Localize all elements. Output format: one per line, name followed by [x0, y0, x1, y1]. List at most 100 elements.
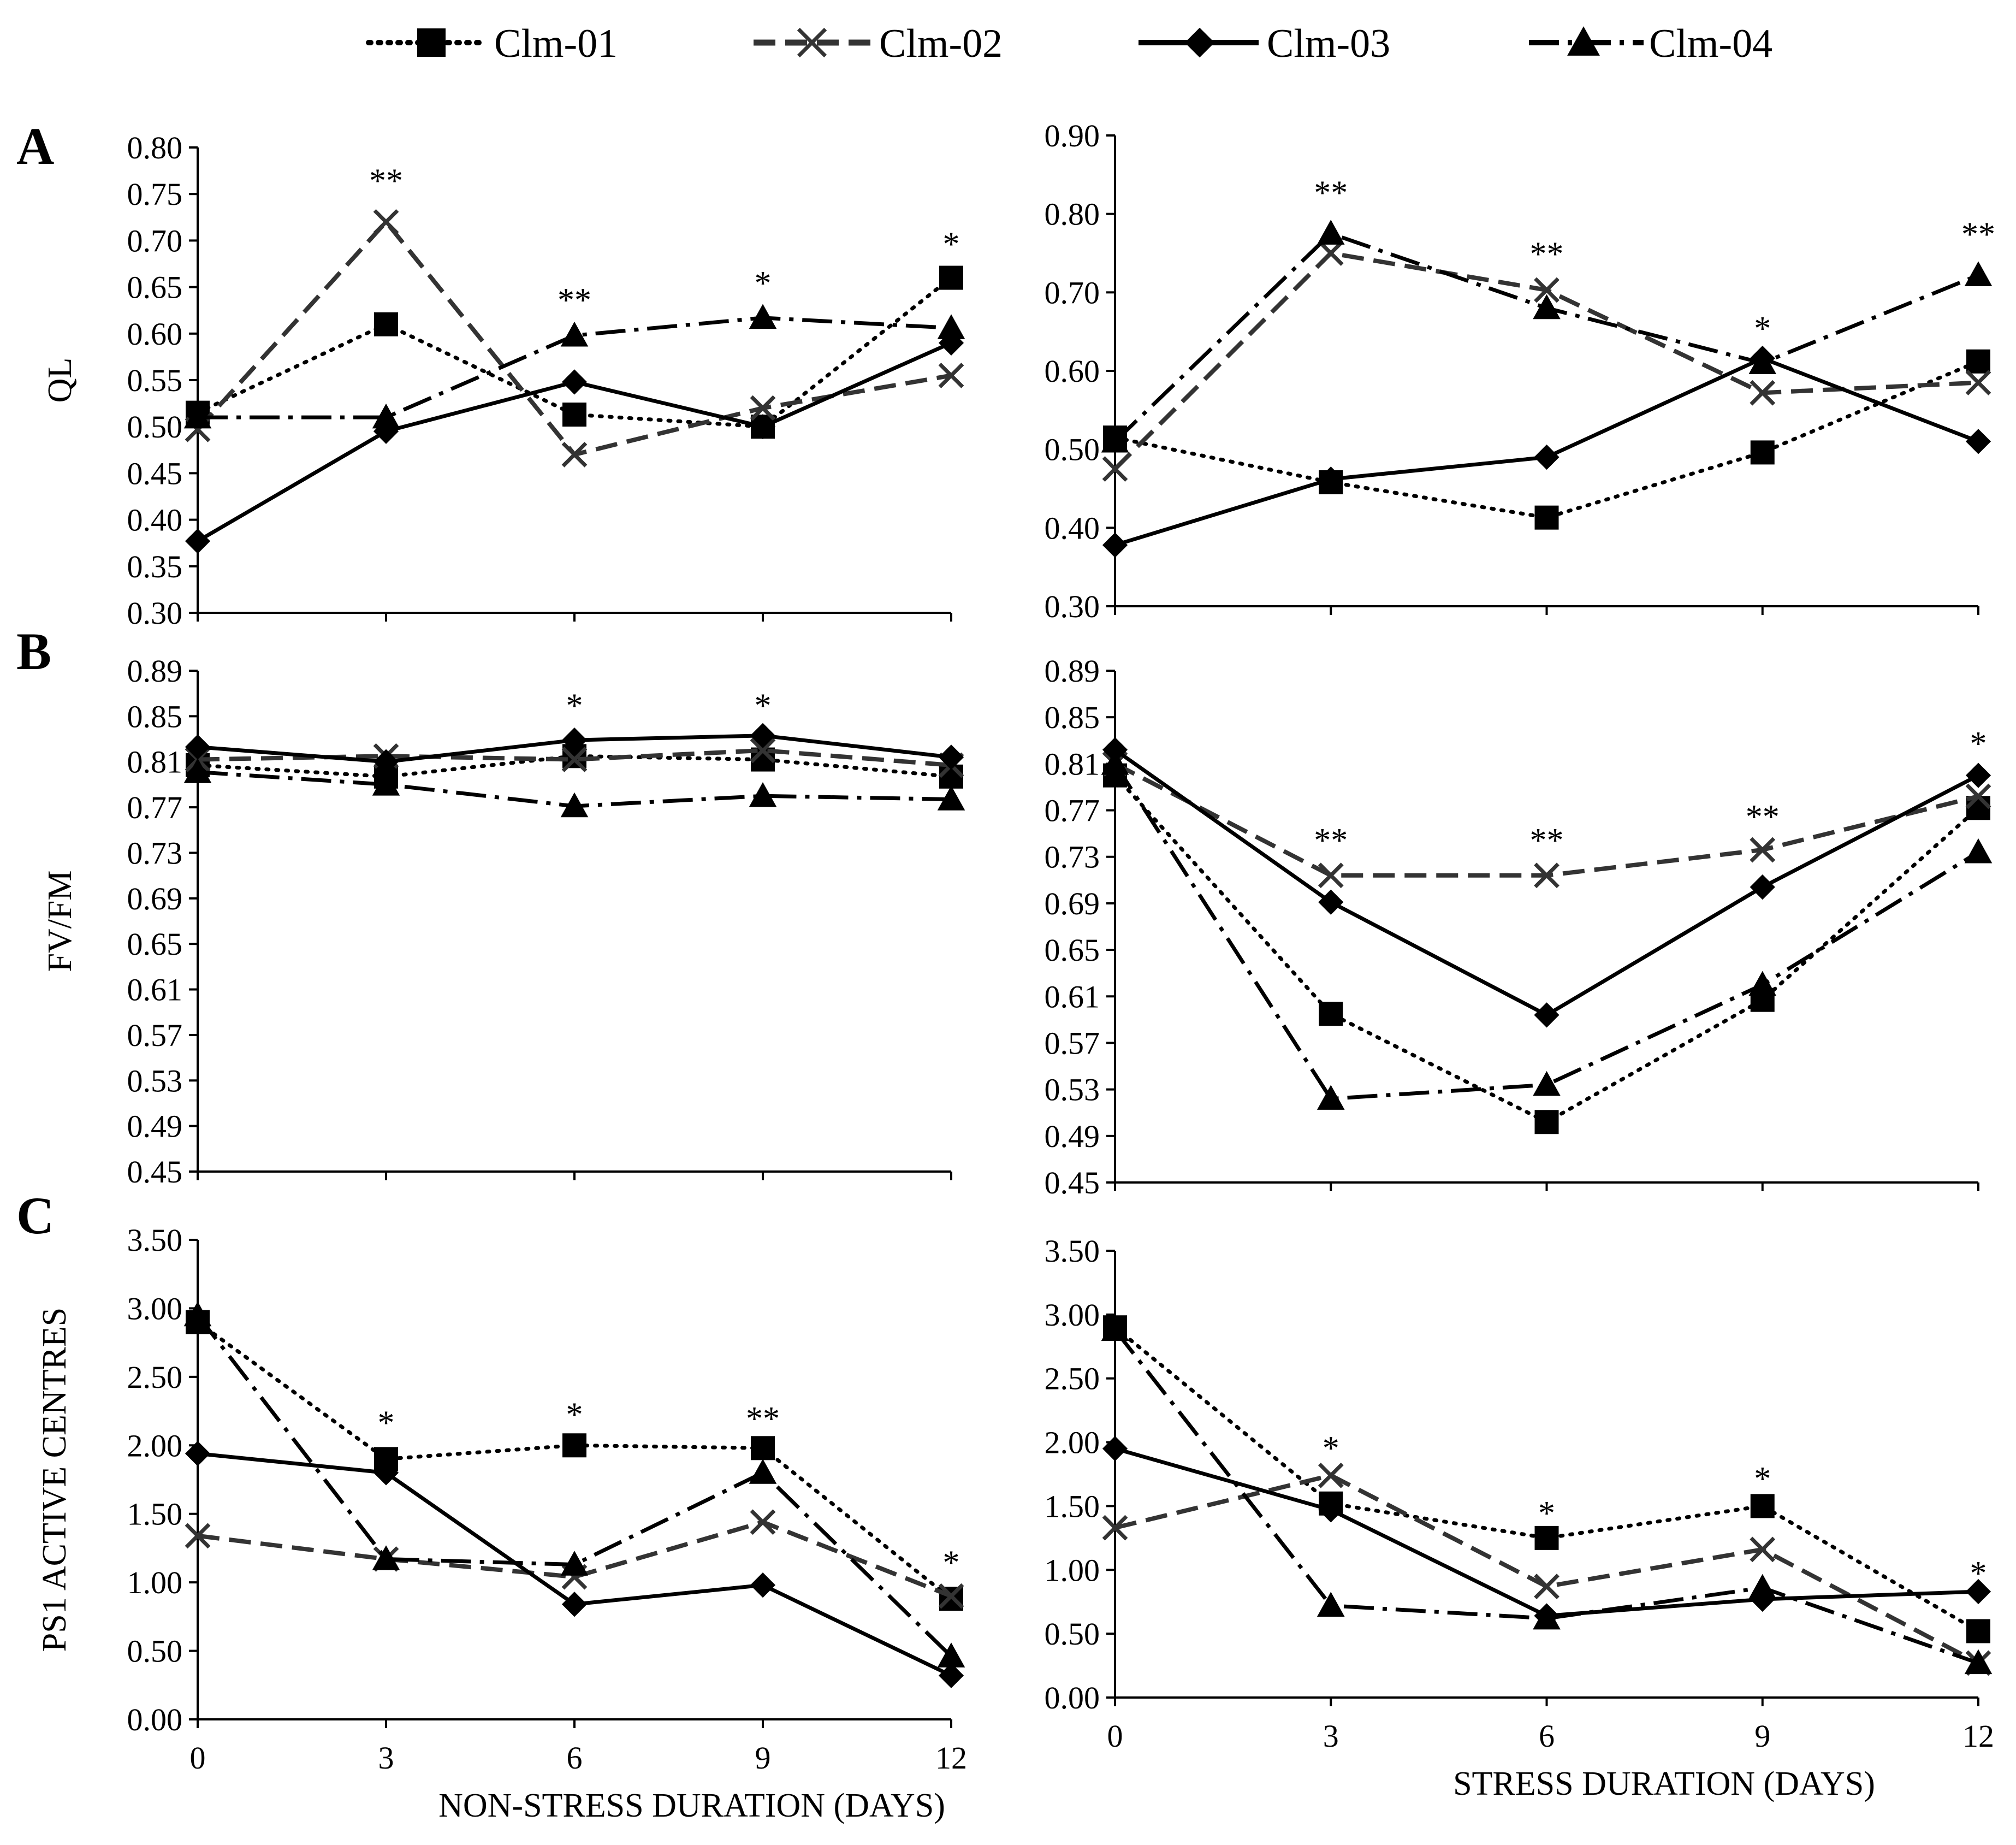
- series-clm-03: [185, 330, 964, 554]
- data-point-square: [1534, 1525, 1559, 1550]
- legend-marker-square: [417, 28, 446, 57]
- data-point-diamond: [1102, 1436, 1128, 1462]
- significance-label: **: [1530, 236, 1564, 273]
- data-point-square: [1966, 1619, 1990, 1643]
- y-tick-label: 0.53: [1045, 1072, 1100, 1108]
- data-point-triangle: [1964, 1649, 1993, 1675]
- data-point-x: [1965, 370, 1991, 395]
- data-point-x: [938, 1583, 964, 1609]
- series-clm-04: [183, 304, 965, 429]
- series-line: [195, 276, 953, 429]
- y-tick-label: 0.85: [127, 699, 183, 734]
- data-point-triangle: [1533, 1604, 1561, 1630]
- y-tick-label: 1.00: [127, 1565, 183, 1600]
- series-line: [195, 754, 953, 779]
- chart-panel-5: 0.00 0.50 1.00 1.50 2.00 2.50 3.00 3.50 0 3 6 9 12 PS…: [16, 1186, 967, 1824]
- significance-label: *: [1323, 1430, 1339, 1467]
- y-tick-label: 0.50: [127, 1634, 183, 1669]
- data-point-triangle: [372, 771, 400, 796]
- series-clm-04: [1101, 750, 1993, 1110]
- significance-label: **: [1961, 216, 1995, 253]
- chart-panels: 0.30 0.35 0.40 0.45 0.50 0.55 0.60 0.65 0.70 0.75…: [16, 117, 1995, 1824]
- y-tick-label: 0.49: [127, 1109, 183, 1144]
- data-point-diamond: [185, 528, 211, 554]
- data-point-diamond: [1534, 1002, 1560, 1028]
- series-clm-02: [1102, 1462, 1991, 1676]
- panel-letter: A: [16, 117, 54, 175]
- y-tick-label: 0.30: [127, 595, 183, 631]
- series-clm-04: [183, 758, 965, 818]
- x-tick-label: 12: [935, 1740, 967, 1776]
- significance-label: **: [1530, 822, 1564, 859]
- y-tick-label: 3.00: [1045, 1297, 1100, 1333]
- significance-label: **: [1314, 174, 1348, 211]
- data-point-diamond: [185, 1441, 211, 1466]
- significance-label: *: [943, 226, 960, 263]
- data-point-square: [1750, 1494, 1775, 1518]
- data-point-diamond: [561, 1592, 588, 1617]
- y-tick-label: 1.50: [1045, 1488, 1100, 1524]
- data-point-square: [1966, 349, 1990, 374]
- y-tick-label: 0.85: [1045, 700, 1100, 735]
- y-tick-label: 0.75: [127, 176, 183, 212]
- y-tick-label: 0.65: [1045, 932, 1100, 968]
- data-point-x: [1534, 862, 1560, 889]
- y-tick-label: 3.50: [1045, 1233, 1100, 1269]
- legend-item-clm-02: Clm-02: [754, 21, 1003, 66]
- legend-label: Clm-01: [494, 21, 618, 66]
- chart-panel-1: 0.30 0.35 0.40 0.45 0.50 0.55 0.60 0.65 0.70 0.75…: [16, 117, 965, 631]
- y-tick-label: 0.60: [1045, 353, 1100, 389]
- data-point-triangle: [749, 304, 777, 329]
- panel-letter: C: [16, 1186, 54, 1245]
- significance-label: **: [1746, 799, 1780, 836]
- series-line: [1113, 1328, 1979, 1665]
- y-tick-label: 0.45: [1045, 1165, 1100, 1201]
- y-tick-label: 0.00: [127, 1702, 183, 1737]
- y-tick-label: 2.50: [127, 1359, 183, 1395]
- data-point-triangle: [1748, 349, 1777, 374]
- data-point-triangle: [1101, 428, 1129, 453]
- data-point-diamond: [938, 330, 964, 356]
- y-tick-label: 2.00: [127, 1428, 183, 1463]
- data-point-diamond: [1318, 1497, 1344, 1523]
- x-tick-label: 6: [1539, 1718, 1555, 1754]
- y-tick-label: 0.40: [127, 502, 183, 538]
- y-tick-label: 0.49: [1045, 1119, 1100, 1154]
- legend-item-clm-03: Clm-03: [1139, 21, 1390, 66]
- x-axis-title: STRESS DURATION (DAYS): [1453, 1765, 1875, 1802]
- data-point-triangle: [937, 314, 965, 339]
- data-point-square: [939, 1587, 963, 1611]
- y-tick-label: 0.81: [1045, 746, 1100, 782]
- data-point-diamond: [938, 1663, 964, 1688]
- y-tick-label: 2.50: [1045, 1361, 1100, 1397]
- data-point-triangle: [183, 1301, 212, 1327]
- data-point-diamond: [1750, 874, 1775, 900]
- x-tick-label: 6: [567, 1740, 583, 1776]
- series-clm-01: [1103, 1315, 1990, 1643]
- data-point-x: [1750, 380, 1776, 406]
- legend-marker-triangle: [1567, 26, 1600, 56]
- y-axis-title: QL: [41, 358, 79, 403]
- legend-marker-diamond: [1184, 27, 1215, 58]
- y-tick-label: 0.57: [1045, 1025, 1100, 1061]
- data-point-diamond: [750, 723, 776, 748]
- significance-label: *: [755, 265, 772, 302]
- data-point-square: [1319, 1002, 1343, 1026]
- y-tick-label: 0.45: [127, 1154, 183, 1190]
- data-point-square: [939, 265, 963, 290]
- data-point-x: [1534, 277, 1560, 303]
- data-point-triangle: [1533, 294, 1561, 320]
- significance-label: *: [566, 1397, 583, 1434]
- data-point-triangle: [1964, 261, 1993, 286]
- y-tick-label: 0.80: [127, 130, 183, 165]
- y-tick-label: 0.00: [1045, 1680, 1100, 1716]
- y-tick-label: 0.69: [1045, 886, 1100, 921]
- y-tick-label: 0.50: [1045, 432, 1100, 468]
- x-tick-label: 9: [755, 1740, 771, 1776]
- data-point-diamond: [561, 369, 588, 395]
- significance-label: *: [1754, 310, 1771, 347]
- series-line: [1113, 762, 1979, 1101]
- significance-label: *: [755, 688, 772, 725]
- y-tick-label: 3.50: [127, 1222, 183, 1258]
